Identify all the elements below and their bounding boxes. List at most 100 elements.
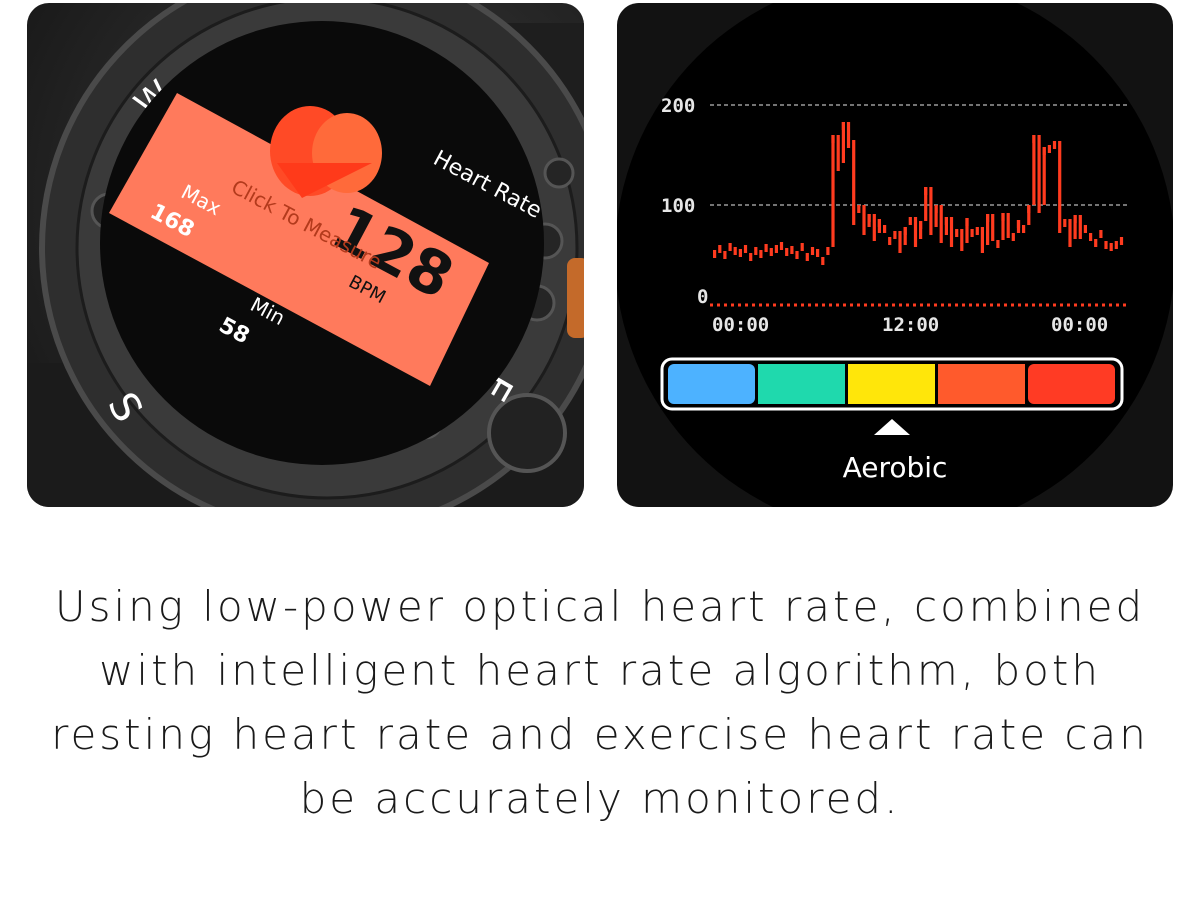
chart-bar-stem xyxy=(1027,205,1031,225)
zone-segments xyxy=(668,364,1115,404)
chart-bar xyxy=(769,248,773,256)
zone-segment xyxy=(938,364,1025,404)
chart-bar-stem xyxy=(877,219,881,233)
chart-bar-stem xyxy=(929,187,933,227)
chart-bar-stem xyxy=(831,135,835,247)
chart-bar-stem xyxy=(1042,147,1046,205)
watch-illustration: W S E Heart Rate 128 BPM Click To Measur… xyxy=(27,3,584,507)
chart-bar xyxy=(955,229,959,237)
chart-bar-stem xyxy=(836,135,840,163)
chart-bar xyxy=(836,163,840,171)
chart-bar xyxy=(1099,230,1103,238)
chart-bar xyxy=(779,242,784,250)
chart-bar xyxy=(862,227,866,235)
chart-bar xyxy=(883,225,887,233)
chart-bar-stem xyxy=(913,217,918,239)
chart-bar xyxy=(975,227,979,235)
chart-bar xyxy=(888,237,892,245)
chart-bar xyxy=(857,205,861,213)
chart-bar xyxy=(913,239,918,247)
chart-bar-stem xyxy=(1058,141,1062,225)
chart-bar xyxy=(713,250,717,258)
chart-bar xyxy=(1063,219,1067,227)
chart-bar-stem xyxy=(898,231,902,245)
chart-bar xyxy=(826,247,830,255)
chart-bar xyxy=(1037,205,1041,213)
chart-bar-stem xyxy=(965,218,969,243)
chart-bar xyxy=(1058,225,1062,233)
chart-bar xyxy=(980,245,984,253)
chart-bar xyxy=(800,243,804,251)
chart-bar xyxy=(790,246,794,254)
chart-bar-stem xyxy=(949,217,954,239)
chart-bar-stem xyxy=(1078,215,1082,231)
chart-bar-stem xyxy=(980,227,984,245)
chart-bar-stem xyxy=(1037,135,1041,205)
x-tick-label-end: 00:00 xyxy=(1051,314,1108,336)
chart-bar xyxy=(1114,241,1118,249)
chart-bar xyxy=(774,245,778,253)
heart-rate-chart: 200 100 0 00:00 12:00 00:00 xyxy=(617,3,1173,507)
chart-bar xyxy=(1119,237,1124,245)
chart-bar-stem xyxy=(919,221,923,239)
orange-crown xyxy=(567,258,584,338)
chart-bar xyxy=(733,247,737,255)
chart-bar xyxy=(929,227,933,235)
description-caption: Using low-power optical heart rate, comb… xyxy=(51,582,1149,823)
chart-bar-stem xyxy=(867,214,871,227)
heart-icon xyxy=(270,106,382,198)
chart-bar xyxy=(754,247,758,255)
chart-bar xyxy=(970,229,974,237)
chart-bar xyxy=(949,239,954,247)
chart-bar-stem xyxy=(852,140,856,217)
chart-bar xyxy=(795,251,799,259)
chart-bar-stem xyxy=(960,229,964,243)
chart-bars xyxy=(713,122,1124,265)
heart-rate-card xyxy=(109,93,489,386)
chart-bar xyxy=(718,245,722,253)
chart-bar-stem xyxy=(903,227,907,245)
chart-bar xyxy=(898,245,902,253)
y-tick-label-200: 200 xyxy=(661,95,695,117)
chart-bar xyxy=(723,251,727,259)
chart-bar xyxy=(846,140,851,148)
chart-bar-stem xyxy=(924,187,928,221)
chart-bar xyxy=(1089,233,1093,241)
chart-bar xyxy=(939,235,943,243)
chart-bar xyxy=(872,233,876,241)
chart-panel: 200 100 0 00:00 12:00 00:00 Aerobic xyxy=(617,3,1173,507)
chart-bar xyxy=(960,243,964,251)
zone-segment xyxy=(1028,364,1115,404)
chart-bar-stem xyxy=(1016,220,1021,233)
chart-bar-stem xyxy=(841,122,845,163)
chart-bar-stem xyxy=(1068,219,1072,239)
chart-bar xyxy=(743,245,748,253)
chart-bar-stem xyxy=(862,205,866,227)
chart-bar-stem xyxy=(1073,215,1077,239)
chart-bar xyxy=(821,257,825,265)
x-tick-label-mid: 12:00 xyxy=(882,314,939,336)
chart-bar-stem xyxy=(934,205,938,227)
chart-bar xyxy=(1078,231,1082,239)
chart-bar xyxy=(759,250,763,258)
zone-bar-frame xyxy=(660,357,1124,411)
chart-bar-stem xyxy=(1006,213,1010,230)
chart-bar xyxy=(1006,230,1010,238)
zone-segment xyxy=(758,364,845,404)
x-tick-label-start: 00:00 xyxy=(712,314,769,336)
chart-bar xyxy=(1083,225,1087,233)
chart-bar-stem xyxy=(872,214,876,233)
chart-bar xyxy=(816,249,820,257)
chart-bar xyxy=(1109,243,1113,251)
zone-label: Aerobic xyxy=(842,451,948,484)
chart-bar-stem xyxy=(944,217,948,235)
chart-bar xyxy=(991,233,995,241)
chart-bar-stem xyxy=(939,205,943,235)
chart-bar xyxy=(852,217,856,225)
zone-pointer-icon xyxy=(874,419,910,435)
chart-bar xyxy=(1047,145,1051,153)
chart-bar xyxy=(764,244,768,252)
chart-bar xyxy=(1104,241,1108,249)
chart-bar xyxy=(908,217,912,225)
chart-bar xyxy=(1011,233,1015,241)
